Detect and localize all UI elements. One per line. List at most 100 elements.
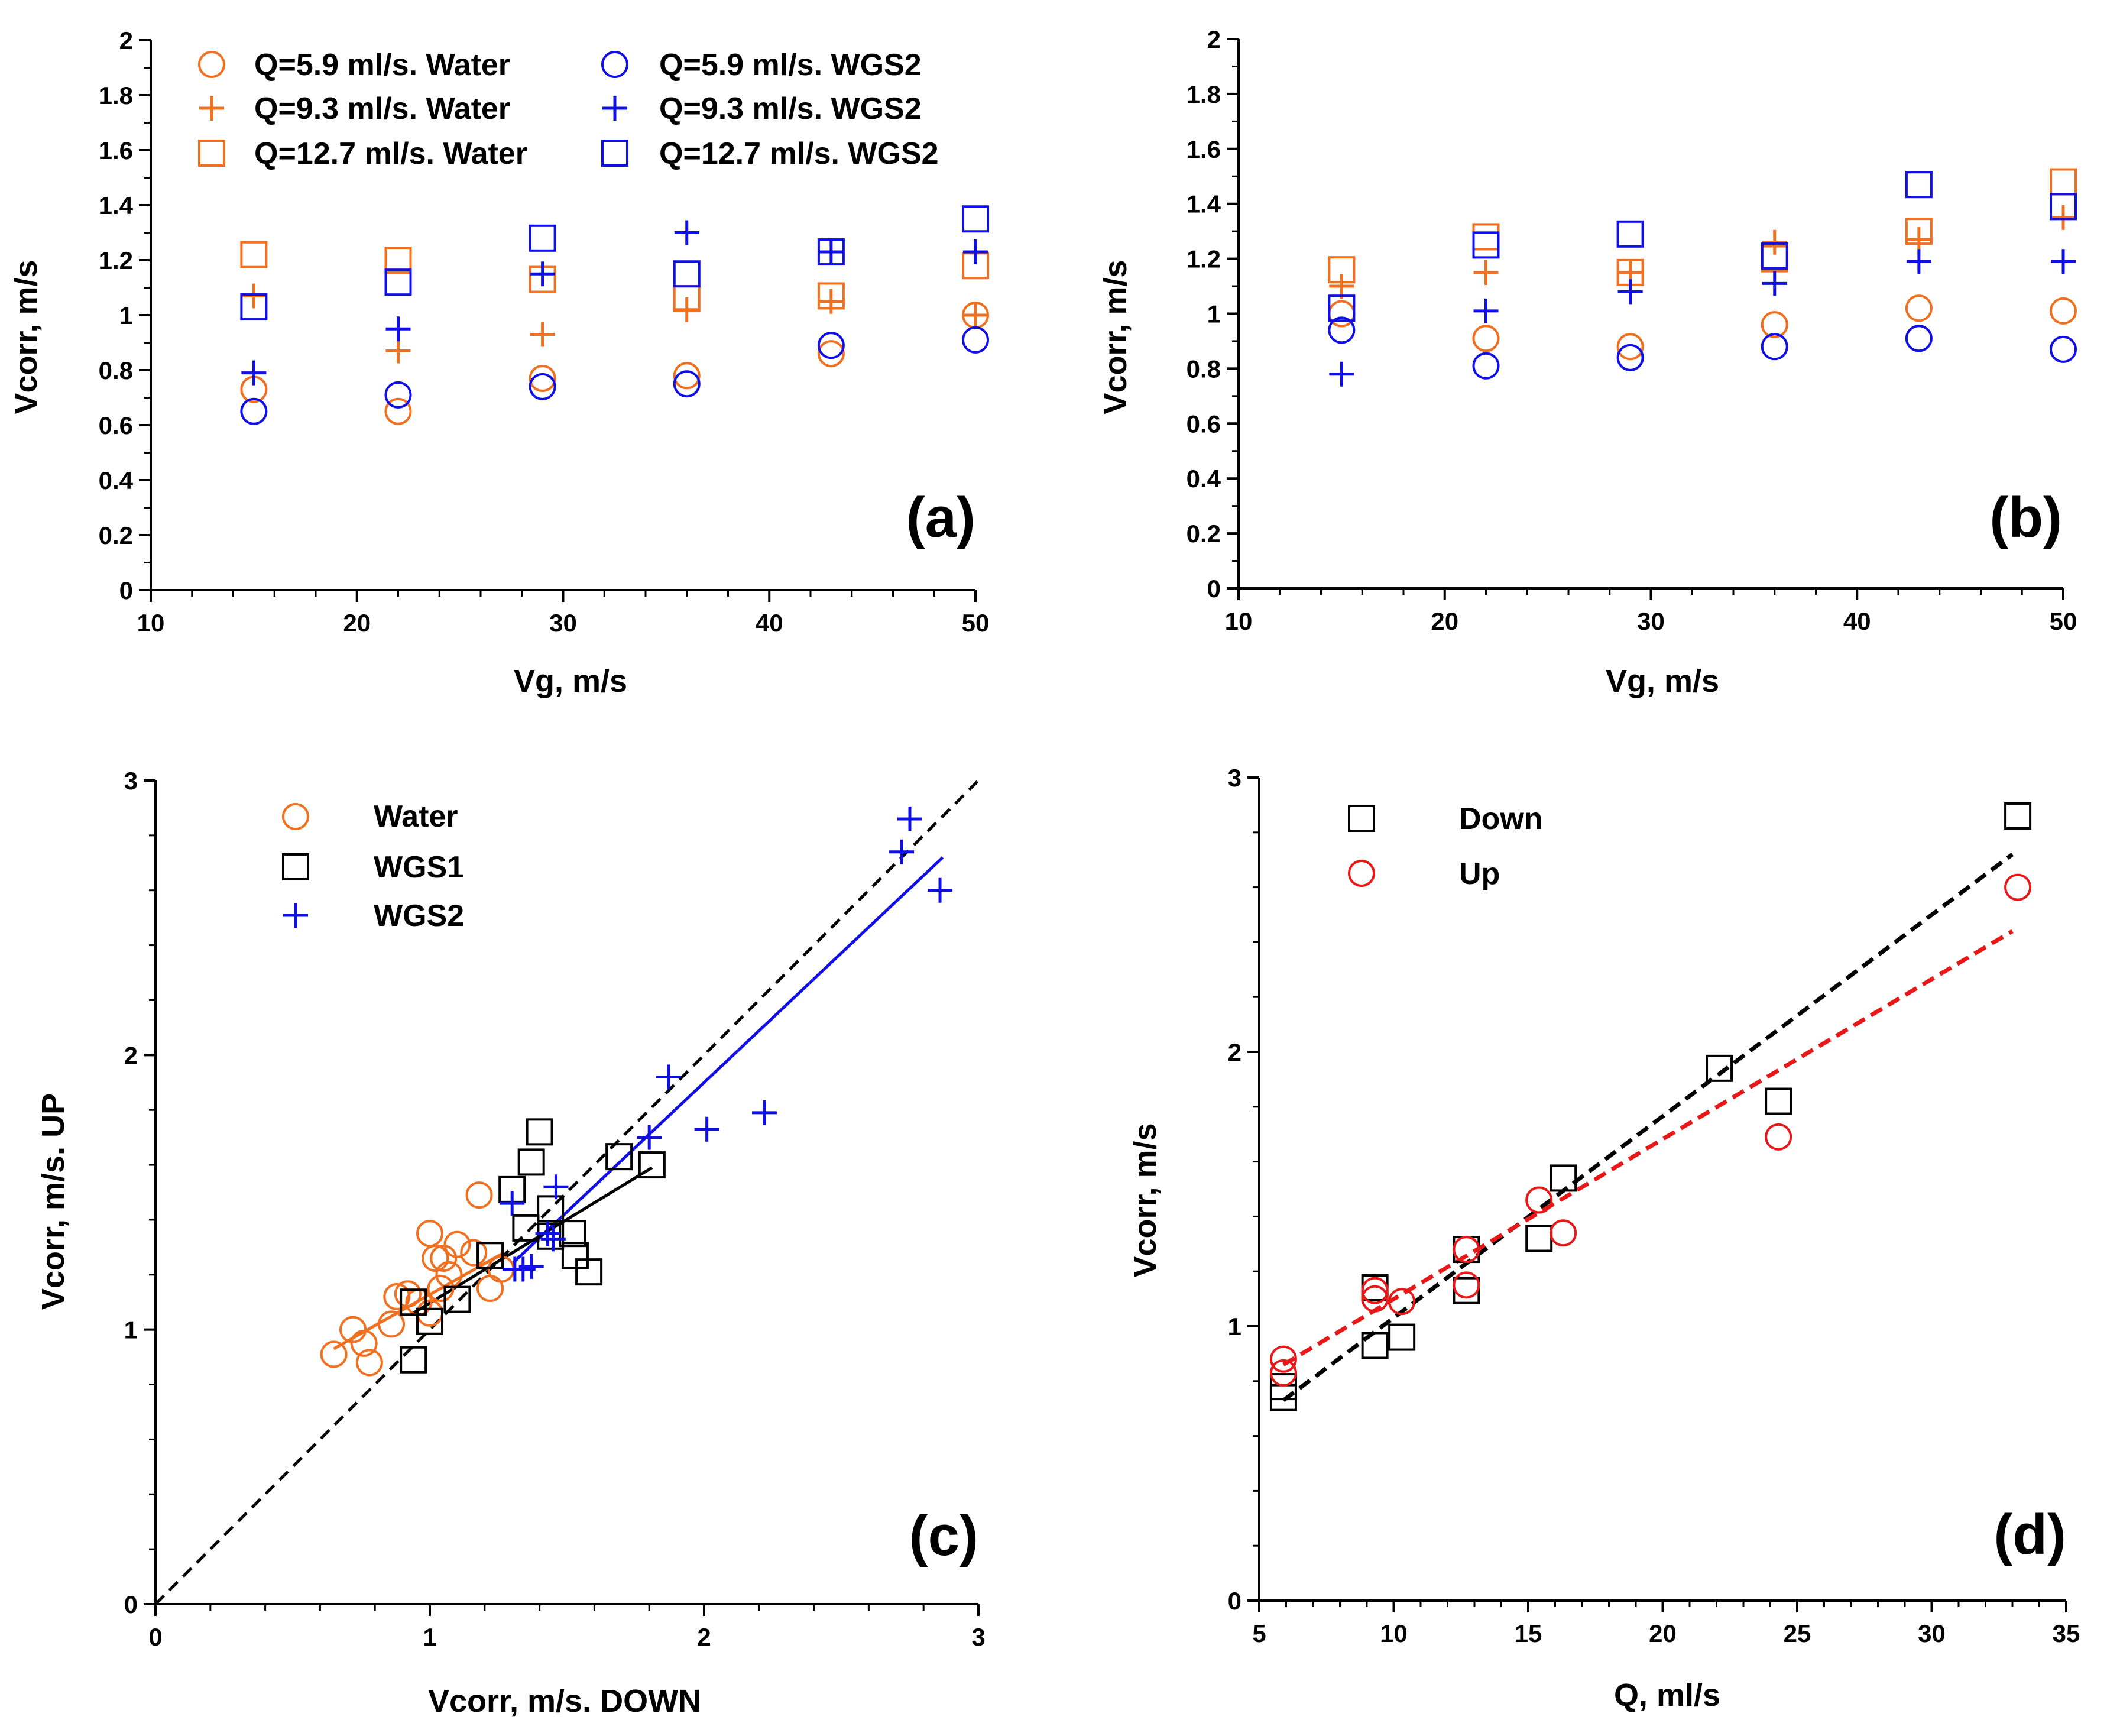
panel-b-ytick-label: 1.8 — [1187, 80, 1221, 108]
panel-a-series-1-point — [674, 297, 699, 322]
legend-d-marker-0 — [1348, 805, 1375, 832]
panel-a: 0 0.2 0.4 0.6 0.8 1 1.2 1.4 1.6 1.8 2 10 20 30 40 50 Vg… — [8, 27, 989, 699]
panel-a-series-4-point — [674, 220, 699, 245]
panel-a-series-4-point — [241, 360, 267, 386]
panel-a-ytick-label: 1.4 — [99, 192, 134, 219]
legend-a-marker-1-shape — [199, 96, 224, 121]
legend-a-label-1: Q=9.3 ml/s. Water — [254, 92, 510, 126]
panel-b-series-2-point — [1905, 218, 1933, 245]
panel-b-series-4-point — [1329, 361, 1354, 387]
panel-b-xtick-label: 40 — [1843, 607, 1871, 635]
panel-c-series-0-point — [443, 1230, 471, 1258]
panel-b-ylabel: Vcorr, m/s — [1098, 260, 1133, 414]
panel-a-series-0-point — [817, 340, 845, 368]
panel-a-xtick-label: 50 — [962, 609, 990, 637]
panel-c-marks — [320, 807, 953, 1377]
panel-c: 0 1 2 3 0 1 2 3 Vcorr, m/s. DOWN Vcorr, m/s. UP… — [35, 767, 986, 1719]
panel-d-xtick-label: 30 — [1918, 1620, 1946, 1647]
panel-b-series-5-point — [1616, 220, 1644, 248]
panel-d-line-1 — [1282, 929, 2014, 1366]
legend-c-item-0: Water — [282, 799, 458, 834]
panel-a-ytick-label: 0 — [119, 576, 133, 604]
panel-d-xtick-label: 10 — [1380, 1620, 1408, 1647]
panel-b-ytick-label: 1.4 — [1187, 190, 1221, 218]
panel-c-series-1-point — [400, 1346, 427, 1374]
panel-c-series-2-point — [637, 1125, 662, 1150]
panel-b-series-1-point — [1906, 227, 1931, 252]
panel-a-ylabel: Vcorr, m/s — [8, 260, 44, 414]
panel-d-series-0-point — [1706, 1054, 1733, 1082]
panel-c-series-0-point — [320, 1340, 348, 1368]
panel-c-xtick-label: 3 — [971, 1623, 985, 1651]
panel-c-series-1-point — [537, 1195, 565, 1223]
panel-a-series-2-point — [817, 282, 845, 310]
panel-c-legend: Water WGS1 WGS2 — [282, 799, 464, 933]
legend-d-label-1: Up — [1459, 857, 1500, 891]
panel-d-xtick-label: 25 — [1784, 1620, 1811, 1647]
legend-c-marker-0 — [282, 803, 309, 830]
panel-c-ytick-label: 3 — [124, 767, 138, 795]
panel-b-series-4-point — [2051, 249, 2076, 274]
panel-c-series-0-point — [378, 1310, 406, 1338]
panel-c-series-2-point — [897, 807, 922, 832]
panel-a-xlabel: Vg, m/s — [514, 663, 627, 699]
panel-d-ytick-label: 1 — [1228, 1313, 1241, 1340]
legend-a-item-0: Q=5.9 ml/s. Water — [198, 48, 510, 82]
panel-c-series-2-point — [928, 877, 953, 903]
legend-d-item-0: Down — [1348, 802, 1543, 836]
legend-a-marker-0 — [198, 51, 225, 78]
legend-c-marker-1-shape — [282, 853, 309, 880]
panel-c-series-2-point — [540, 1226, 566, 1252]
panel-a-xtick-label: 10 — [137, 609, 165, 637]
panel-a-ytick-label: 2 — [119, 27, 133, 54]
legend-a-marker-4 — [602, 96, 627, 121]
legend-d-marker-0-shape — [1348, 805, 1375, 832]
panel-c-series-2-point — [543, 1174, 569, 1200]
panel-c-xtick-label: 0 — [148, 1623, 162, 1651]
panel-b-series-4-point — [1473, 298, 1499, 323]
panel-c-series-1-point — [526, 1118, 553, 1146]
panel-c-series-1-point — [400, 1288, 427, 1316]
legend-a-marker-1 — [199, 96, 224, 121]
panel-d-lines — [1282, 853, 2014, 1403]
panel-b-series-3-point — [2050, 335, 2077, 363]
panel-a-ytick-label: 0.6 — [99, 412, 133, 439]
panel-b-series-0-point — [1616, 333, 1644, 361]
panel-b-series-1-point — [1473, 260, 1499, 285]
panel-b-series-3-point — [1761, 333, 1788, 361]
legend-d-marker-1 — [1348, 860, 1375, 887]
panel-b-series-0-point — [1472, 325, 1500, 352]
panel-c-series-1-point — [512, 1214, 540, 1242]
panel-c-ytick-label: 0 — [124, 1591, 138, 1618]
legend-a-label-4: Q=9.3 ml/s. WGS2 — [659, 92, 922, 126]
panel-b-series-1-point — [1329, 274, 1354, 299]
panel-d-series-1-point — [1361, 1277, 1389, 1304]
panel-b-axes: 0 0.2 0.4 0.6 0.8 1 1.2 1.4 1.6 1.8 2 10 20 30 40 50 — [1187, 25, 2077, 635]
panel-b-series-5-point — [1328, 294, 1356, 322]
panel-a-ytick-label: 1.6 — [99, 137, 133, 164]
panel-d-xtick-label: 15 — [1515, 1620, 1542, 1647]
panel-a-series-3-point — [529, 373, 556, 400]
panel-c-series-1-point — [575, 1258, 603, 1286]
panel-d-series-0-point — [1453, 1277, 1480, 1304]
legend-a-marker-2-shape — [198, 140, 225, 167]
panel-c-series-0-point — [416, 1220, 443, 1248]
legend-a-marker-4-shape — [602, 96, 627, 121]
panel-c-series-0-point — [339, 1316, 367, 1343]
panel-b-series-0-point — [2050, 297, 2077, 325]
panel-c-series-1-point — [517, 1148, 545, 1176]
panel-d-legend: Down Up — [1348, 802, 1543, 891]
panel-c-series-2-point — [694, 1116, 719, 1142]
panel-b-series-4-point — [1617, 279, 1643, 305]
legend-a-marker-3 — [601, 51, 628, 78]
panel-a-series-1-point — [818, 289, 844, 314]
panel-c-series-0-point — [430, 1244, 458, 1272]
panel-b-xtick-label: 50 — [2050, 607, 2077, 635]
panel-a-series-0-point — [529, 364, 556, 392]
panel-a-series-3-point — [962, 326, 989, 354]
panel-c-xlabel: Vcorr, m/s. DOWN — [428, 1683, 701, 1719]
panel-c-series-2-point — [752, 1100, 777, 1125]
panel-a-ytick-label: 0.8 — [99, 357, 133, 384]
legend-c-item-2: WGS2 — [283, 899, 464, 933]
panel-a-series-4-point — [530, 261, 555, 287]
